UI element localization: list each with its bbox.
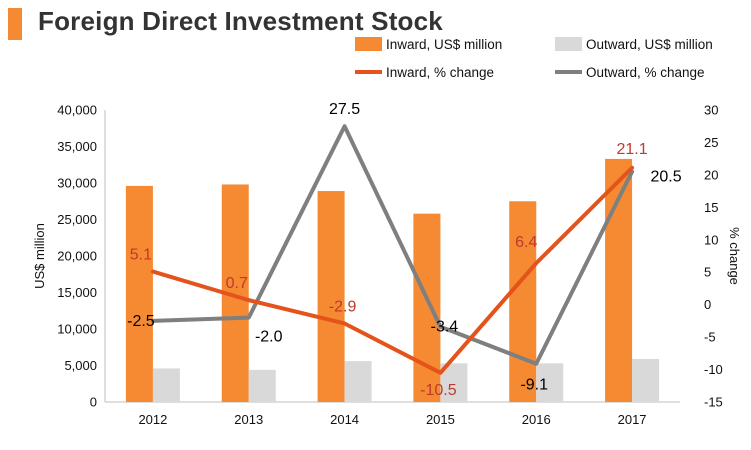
outward-change-label: -9.1 (520, 377, 548, 394)
outward-change-label: 20.5 (651, 169, 682, 186)
outward-bar (248, 369, 276, 402)
inward-change-label: 6.4 (515, 234, 537, 251)
inward-bar (317, 191, 345, 402)
y2-axis-title: % change (727, 227, 742, 285)
inward-change-label: -2.9 (329, 298, 357, 315)
inward-change-label: 21.1 (617, 141, 648, 158)
outward-bar (152, 368, 180, 402)
y-tick-label: 10,000 (57, 322, 97, 337)
y-tick-label: 0 (90, 395, 97, 410)
x-tick-label: 2014 (330, 412, 359, 427)
legend-label: Inward, % change (386, 65, 494, 80)
legend-label: Outward, % change (586, 65, 705, 80)
y2-tick-label: 30 (704, 103, 718, 118)
inward-change-line (150, 165, 635, 375)
y2-tick-label: 0 (704, 297, 711, 312)
inward-bar (509, 201, 537, 402)
y-tick-label: 25,000 (57, 212, 97, 227)
x-tick-label: 2016 (522, 412, 551, 427)
legend-label: Outward, US$ million (586, 37, 713, 52)
legend-label: Inward, US$ million (386, 37, 502, 52)
y2-tick-label: 10 (704, 232, 718, 247)
outward-change-label: -3.4 (431, 319, 459, 336)
x-tick-label: 2013 (234, 412, 263, 427)
x-tick-label: 2015 (426, 412, 455, 427)
outward-change-label: 27.5 (329, 101, 360, 118)
y2-tick-label: -10 (704, 362, 723, 377)
outward-change-line (150, 124, 635, 366)
y-tick-label: 30,000 (57, 176, 97, 191)
x-tick-label: 2012 (138, 412, 167, 427)
inward-bar (125, 185, 153, 402)
y-axis-title: US$ million (32, 223, 47, 289)
outward-bar (344, 361, 372, 402)
outward-bar (536, 363, 564, 402)
y-tick-label: 40,000 (57, 103, 97, 118)
outward-bar (632, 358, 660, 402)
y-tick-label: 5,000 (64, 358, 97, 373)
inward-bar (413, 213, 441, 402)
outward-change-label: -2.0 (255, 329, 283, 346)
y-tick-label: 15,000 (57, 285, 97, 300)
y2-tick-label: 5 (704, 265, 711, 280)
y-tick-label: 35,000 (57, 139, 97, 154)
x-tick-label: 2017 (618, 412, 647, 427)
legend-swatch (355, 37, 382, 51)
title-accent-bar (8, 8, 22, 40)
inward-change-label: 0.7 (226, 275, 248, 292)
y2-tick-label: 25 (704, 135, 718, 150)
y2-tick-label: 15 (704, 200, 718, 215)
chart-title: Foreign Direct Investment Stock (38, 6, 443, 36)
inward-change-label: -10.5 (420, 382, 457, 399)
y-tick-label: 20,000 (57, 249, 97, 264)
y2-tick-label: 20 (704, 167, 718, 182)
inward-change-label: 5.1 (130, 247, 152, 264)
y2-tick-label: -5 (704, 330, 716, 345)
legend-swatch (555, 37, 582, 51)
outward-change-label: -2.5 (127, 313, 155, 330)
y2-tick-label: -15 (704, 395, 723, 410)
